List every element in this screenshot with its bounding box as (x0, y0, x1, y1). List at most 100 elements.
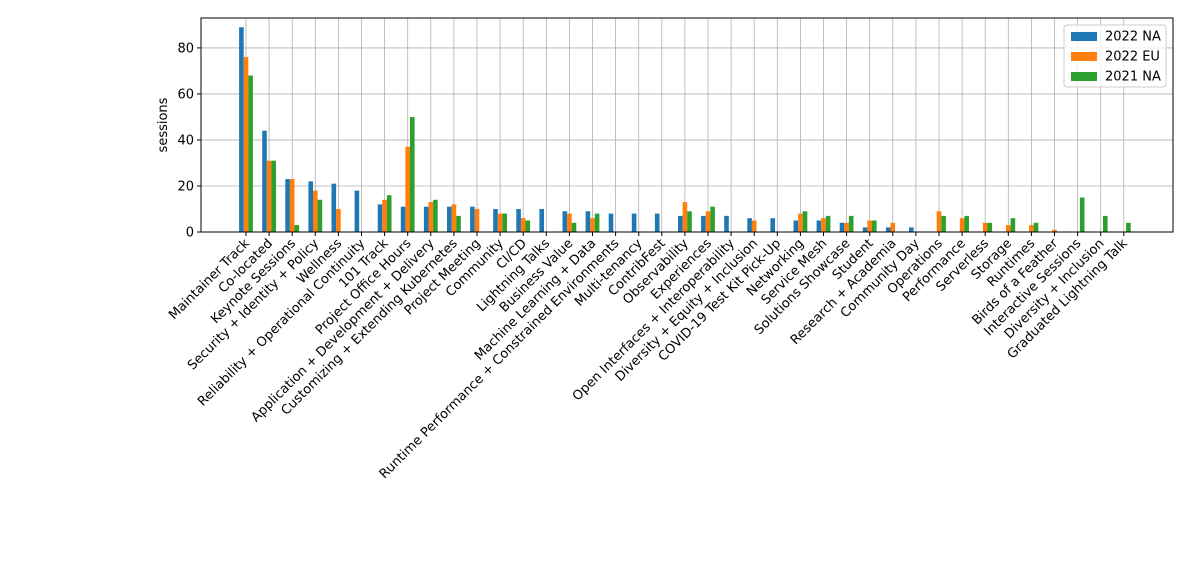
bar-2022-na (678, 215, 683, 232)
bar-2021-na (802, 211, 808, 232)
bar-2022-eu (405, 146, 410, 232)
bar-2022-na (308, 181, 313, 232)
bar-2021-na (1103, 215, 1108, 232)
legend-swatch (1071, 32, 1097, 41)
y-tick-label: 40 (177, 133, 194, 148)
bar-2022-eu (382, 199, 387, 232)
bar-2022-na (909, 227, 914, 232)
bar-2021-na (1033, 222, 1039, 232)
y-tick-label: 0 (186, 226, 194, 241)
bar-2022-na (770, 218, 775, 232)
bar-2021-na (1010, 218, 1016, 232)
bar-2022-na (701, 215, 706, 232)
bar-2022-na (793, 220, 799, 232)
bar-2022-na (447, 206, 452, 232)
bar-2021-na (271, 160, 276, 232)
bar-2022-na (654, 213, 660, 232)
bar-2022-na (470, 206, 475, 232)
y-tick-label: 80 (177, 41, 194, 56)
gridlines (201, 18, 1173, 233)
bar-2022-eu (266, 160, 272, 232)
legend: 2022 NA 2022 EU 2021 NA (1063, 24, 1167, 88)
bar-2022-na (400, 206, 406, 232)
y-axis: 0 20 40 60 80 (177, 41, 201, 241)
bar-2022-eu (821, 218, 826, 232)
bar-2022-na (862, 227, 868, 232)
bar-2021-na (456, 215, 461, 232)
bar-2022-na (539, 208, 544, 232)
plot-frame (200, 17, 1174, 233)
bar-2022-na (239, 27, 244, 233)
bar-2022-eu (590, 218, 595, 232)
bar-2022-eu (959, 218, 965, 232)
bar-2021-na (571, 222, 577, 232)
bar-2022-eu (1029, 225, 1034, 232)
bar-2021-na (386, 195, 392, 232)
bar-2021-na (941, 215, 946, 232)
bar-2022-na (631, 213, 637, 232)
bar-2022-na (885, 227, 891, 232)
y-tick-label: 60 (177, 87, 194, 102)
bar-2021-na (964, 215, 969, 232)
bar-2021-na (710, 206, 715, 232)
legend-swatch (1071, 52, 1097, 61)
bar-2022-eu (936, 211, 942, 232)
bar-2021-na (594, 213, 600, 232)
bar-2022-eu (705, 211, 711, 232)
bar-2022-na (354, 190, 360, 232)
bar-2022-na (516, 208, 521, 232)
bar-2021-na (1079, 197, 1085, 232)
bar-2022-eu (451, 204, 457, 232)
bar-2022-eu (336, 208, 341, 232)
bar-2022-na (285, 179, 290, 232)
y-tick-label: 20 (177, 179, 194, 194)
bar-2021-na (502, 213, 507, 232)
bar-2022-na (331, 183, 337, 232)
bar-2022-eu (1006, 225, 1011, 232)
bar-2021-na (848, 215, 854, 232)
bar-2022-na (493, 208, 498, 232)
bar-2022-eu (798, 213, 803, 232)
bar-2022-eu (313, 190, 318, 232)
bar-2021-na (687, 211, 692, 232)
bar-2022-eu (867, 220, 872, 232)
bar-2022-na (262, 130, 267, 232)
bar-2022-na (724, 215, 729, 232)
bar-2022-eu (982, 222, 988, 232)
legend-label: 2022 NA (1105, 30, 1161, 45)
bar-2022-eu (497, 213, 503, 232)
bar-2022-eu (567, 213, 572, 232)
bar-2021-na (433, 199, 438, 232)
bar-2022-eu (844, 222, 849, 232)
bar-2022-na (747, 218, 752, 232)
bar-2022-eu (474, 208, 480, 232)
bar-2022-eu (1052, 229, 1057, 232)
bar-2022-eu (751, 220, 757, 232)
bar-2022-na (423, 206, 429, 232)
legend-label: 2022 EU (1105, 50, 1160, 65)
bar-2022-na (816, 220, 822, 232)
bar-2022-na (608, 213, 614, 232)
bar-2022-na (839, 222, 845, 232)
bar-2022-eu (289, 179, 295, 232)
bar-2022-eu (520, 218, 526, 232)
bar-2022-na (562, 211, 568, 232)
bar-2022-eu (428, 202, 434, 232)
bar-2021-na (872, 220, 877, 232)
bar-2021-na (410, 116, 415, 232)
bars (239, 27, 1131, 233)
bar-2021-na (525, 220, 531, 232)
bar-2021-na (317, 199, 323, 232)
bar-2021-na (1126, 222, 1131, 232)
bar-2021-na (825, 215, 831, 232)
bar-2022-na (585, 211, 591, 232)
y-axis-label: sessions (156, 97, 171, 152)
legend-swatch (1071, 72, 1097, 81)
bar-2021-na (987, 222, 993, 232)
bar-2022-eu (890, 222, 896, 232)
bar-2022-na (377, 204, 383, 232)
bar-2021-na (248, 75, 253, 232)
bar-2022-eu (243, 57, 249, 232)
